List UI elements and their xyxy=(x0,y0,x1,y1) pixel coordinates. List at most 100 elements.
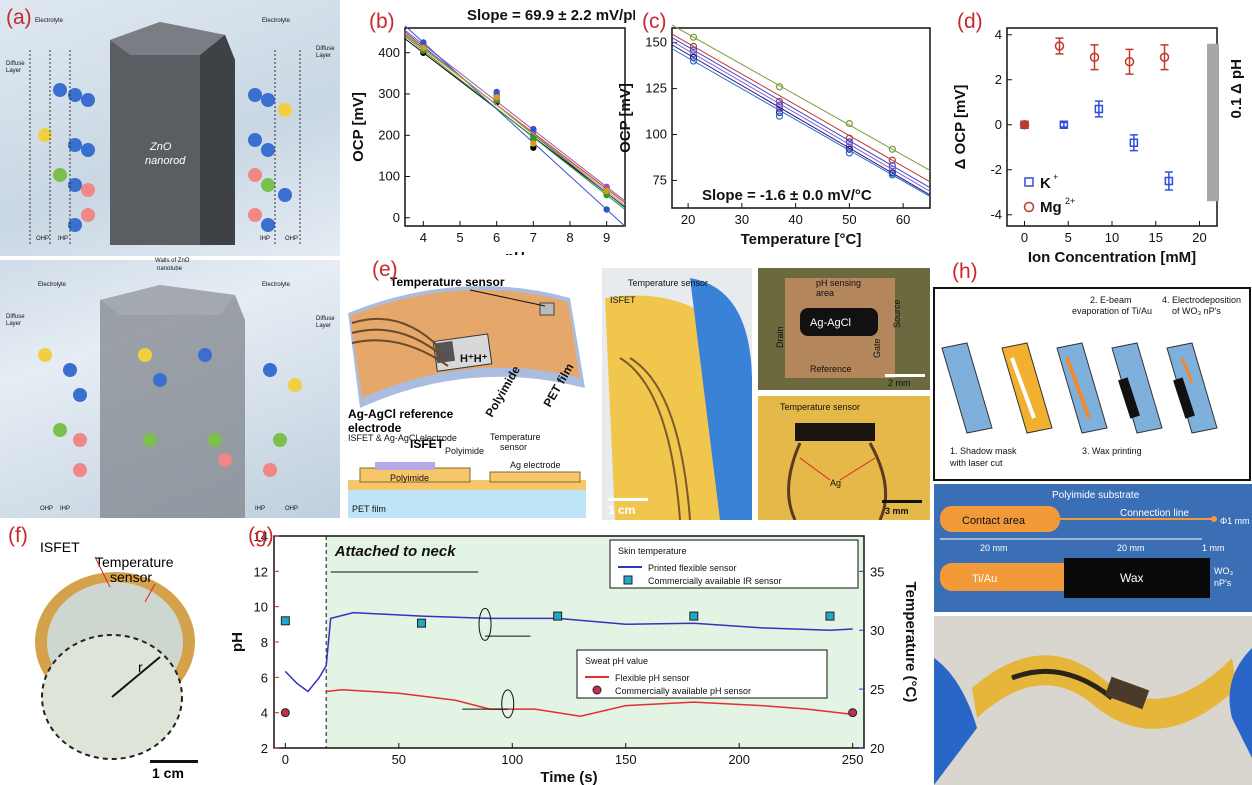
series-line xyxy=(284,611,853,693)
svg-text:Diffuse: Diffuse xyxy=(6,61,25,67)
svg-text:Φ1 mm: Φ1 mm xyxy=(1220,516,1250,526)
svg-text:WO₃: WO₃ xyxy=(1214,566,1233,576)
ph-sensor-point xyxy=(848,708,858,718)
x-tick-label: 6 xyxy=(493,230,500,245)
y2-tick-label: 25 xyxy=(870,682,884,697)
panel-f-tag: (f) xyxy=(8,524,28,547)
ir-sensor-point xyxy=(280,616,290,626)
x-tick-label: 150 xyxy=(615,752,637,767)
y2-tick-label: 30 xyxy=(870,623,884,638)
ir-sensor-point xyxy=(825,611,835,621)
svg-text:Source: Source xyxy=(892,299,902,328)
y-tick-label: 10 xyxy=(254,600,268,615)
svg-text:PET film: PET film xyxy=(352,504,386,514)
x-tick-label: 50 xyxy=(842,212,856,227)
legend-marker-k xyxy=(1024,177,1034,187)
svg-text:Polyimide: Polyimide xyxy=(390,473,429,483)
svg-text:20 mm: 20 mm xyxy=(980,543,1008,553)
data-point xyxy=(689,46,698,54)
panel-a-tag: (a) xyxy=(6,6,32,29)
data-point xyxy=(530,140,537,147)
svg-text:Temperature sensor: Temperature sensor xyxy=(628,278,708,288)
svg-text:Drain: Drain xyxy=(775,326,785,348)
scale-bar xyxy=(1207,43,1219,202)
svg-text:Ti/Au: Ti/Au xyxy=(972,573,997,585)
fit-line xyxy=(404,33,626,206)
svg-text:OHP: OHP xyxy=(285,506,298,512)
y-tick-label: 12 xyxy=(254,564,268,579)
svg-text:H⁺H⁺: H⁺H⁺ xyxy=(460,353,488,365)
svg-text:Reference: Reference xyxy=(810,364,852,374)
svg-text:Diffuse: Diffuse xyxy=(316,316,335,322)
svg-text:IHP: IHP xyxy=(58,236,68,242)
svg-text:nanorod: nanorod xyxy=(145,155,186,167)
y-tick-label: 0 xyxy=(393,210,400,225)
x-tick-label: 20 xyxy=(1192,230,1206,245)
fit-line xyxy=(404,35,626,210)
svg-text:4. Electrodeposition: 4. Electrodeposition xyxy=(1162,295,1241,305)
y-tick-label: 300 xyxy=(378,86,400,101)
svg-text:Temperature sensor: Temperature sensor xyxy=(780,402,860,412)
legend-label-mg: Mg xyxy=(1040,199,1062,216)
data-point xyxy=(689,50,698,58)
svg-text:3. Wax printing: 3. Wax printing xyxy=(1082,446,1142,456)
svg-text:of WO₃ nP's: of WO₃ nP's xyxy=(1172,306,1221,316)
chart-d: 0 5 10 15 20 -4 -2 0 2 4 Ion Concentration [mM] Δ O… xyxy=(952,27,1245,266)
panel-g: (g) 0 50 100 150 200 250 2 4 6 8 10 12 14 20 25 30 35 Tim… xyxy=(222,522,932,785)
data-point xyxy=(1124,57,1135,67)
chart-g: 0 50 100 150 200 250 2 4 6 8 10 12 14 20 25 30 35 Time (s… xyxy=(229,529,919,785)
legend-ph xyxy=(576,649,828,699)
svg-text:Layer: Layer xyxy=(6,321,21,327)
svg-text:Electrolyte: Electrolyte xyxy=(38,282,67,288)
svg-text:nP's: nP's xyxy=(1214,578,1232,588)
x-tick-label: 200 xyxy=(728,752,750,767)
scale-bar-label: 0.1 Δ pH xyxy=(1228,59,1245,118)
data-point xyxy=(493,94,500,101)
y-tick-label: 2 xyxy=(995,72,1002,87)
device-schematic: H⁺H⁺ Temperature sensor Ag-AgCl referenc… xyxy=(348,268,930,520)
svg-text:OHP: OHP xyxy=(285,236,298,242)
svg-text:1 cm: 1 cm xyxy=(608,503,635,517)
panel-b-tag: (b) xyxy=(369,10,395,33)
y2-tick-label: 35 xyxy=(870,564,884,579)
svg-text:Electrolyte: Electrolyte xyxy=(35,18,64,24)
data-point xyxy=(420,44,427,51)
x-tick-label: 20 xyxy=(681,212,695,227)
fit-line xyxy=(671,24,931,171)
y-tick-label: -4 xyxy=(990,207,1002,222)
svg-text:Ag electrode: Ag electrode xyxy=(510,460,561,470)
svg-text:3 mm: 3 mm xyxy=(885,506,909,516)
x-axis-label: Ion Concentration [mM] xyxy=(1028,249,1196,266)
ph-ellipse xyxy=(501,689,515,719)
chart-b: 4 5 6 7 8 9 0 100 200 300 400 pH OCP [mV] Slope = 69.… xyxy=(350,7,635,255)
svg-text:Connection line: Connection line xyxy=(1120,508,1189,519)
svg-text:Walls of ZnO: Walls of ZnO xyxy=(155,258,190,264)
legend-title-temp: Skin temperature xyxy=(618,546,687,556)
svg-text:Electrolyte: Electrolyte xyxy=(262,18,291,24)
data-point xyxy=(1019,120,1030,130)
y-tick-label: 150 xyxy=(645,35,667,50)
svg-text:Contact area: Contact area xyxy=(962,515,1026,527)
cylinder-photo: r ISFET Temperature sensor 1 cm xyxy=(35,539,198,781)
x-tick-label: 8 xyxy=(566,230,573,245)
svg-text:OHP: OHP xyxy=(36,236,49,242)
legend-printed: Printed flexible sensor xyxy=(648,563,737,573)
panel-b: (b) 4 5 6 7 8 9 0 100 200 300 400 pH OCP [mV] Slope =… xyxy=(345,0,635,255)
svg-text:Diffuse: Diffuse xyxy=(316,46,335,52)
svg-text:IHP: IHP xyxy=(60,506,70,512)
x-tick-label: 4 xyxy=(420,230,427,245)
panel-c: (c) 20 30 40 50 60 75 100 125 150 Temperature [°C… xyxy=(610,0,940,255)
chart-c: 20 30 40 50 60 75 100 125 150 Temperature [°C] OCP… xyxy=(617,24,931,248)
y-axis-label: Δ OCP [mV] xyxy=(952,85,969,170)
svg-text:with laser cut: with laser cut xyxy=(949,458,1003,468)
plot-frame xyxy=(1006,27,1218,227)
slope-annotation: Slope = 69.9 ± 2.2 mV/pH xyxy=(467,7,635,24)
svg-text:Layer: Layer xyxy=(316,53,331,59)
x-tick-label: 7 xyxy=(530,230,537,245)
legend-flex: Flexible pH sensor xyxy=(615,673,690,683)
data-point xyxy=(689,33,698,41)
y-axis-label: OCP [mV] xyxy=(350,92,367,162)
ph-sensor-point xyxy=(280,708,290,718)
y-axis-label: OCP [mV] xyxy=(617,83,634,153)
legend-marker-ir xyxy=(623,575,633,585)
